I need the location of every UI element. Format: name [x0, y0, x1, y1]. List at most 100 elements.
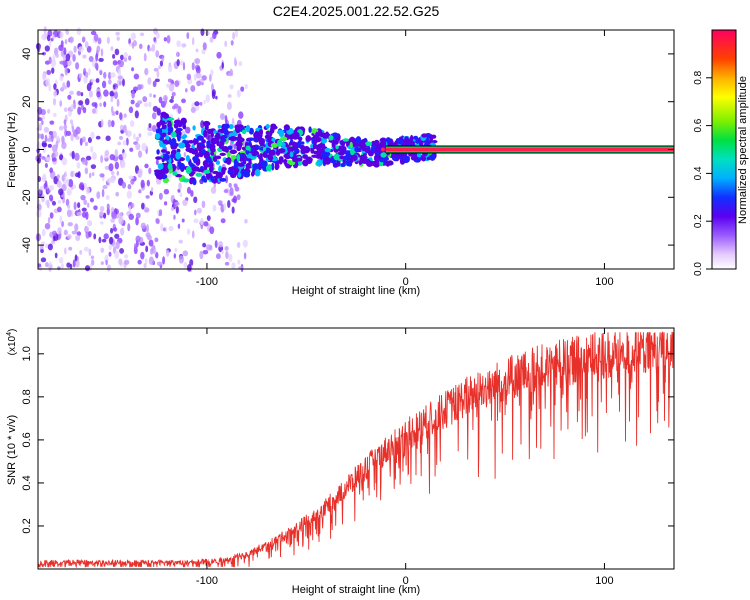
heatmap-cell	[196, 135, 204, 141]
heatmap-cell	[215, 253, 221, 260]
heatmap-cell	[100, 154, 104, 164]
heatmap-cell	[176, 51, 179, 57]
heatmap-cell	[168, 225, 174, 232]
heatmap-cell	[156, 121, 161, 129]
heatmap-cell	[90, 259, 95, 266]
heatmap-cell	[98, 210, 104, 217]
heatmap-cell	[219, 177, 227, 182]
heatmap-cell	[176, 148, 181, 153]
heatmap-cell	[358, 160, 363, 165]
heatmap-cell	[177, 223, 181, 229]
heatmap-cell	[122, 152, 127, 159]
heatmap-cell	[63, 123, 68, 131]
heatmap-y-axis-label: Frequency (Hz)	[6, 112, 18, 188]
heatmap-cell	[83, 199, 88, 206]
heatmap-cell	[227, 94, 232, 98]
heatmap-cell	[228, 253, 233, 262]
heatmap-cell	[84, 141, 88, 147]
heatmap-cell	[55, 140, 59, 149]
heatmap-cell	[365, 141, 372, 147]
heatmap-cell	[191, 37, 195, 46]
snr-x-tick-label: 100	[595, 575, 613, 587]
heatmap-cell	[56, 206, 62, 213]
heatmap-cell	[232, 195, 238, 204]
heatmap-cell	[232, 31, 236, 40]
snr-panel: -100 0 100 0.2 0.4 0.6 0.8 1.0 Height of straig…	[6, 327, 675, 596]
heatmap-cell	[224, 175, 229, 184]
heatmap-cell	[337, 151, 345, 156]
heatmap-cell	[195, 66, 201, 75]
heatmap-cell	[153, 248, 157, 255]
heatmap-cell	[110, 72, 116, 78]
heatmap-cell	[135, 235, 141, 243]
heatmap-cell	[127, 184, 132, 190]
heatmap-cell	[236, 89, 241, 98]
heatmap-cell	[57, 227, 62, 235]
heatmap-cell	[122, 140, 127, 146]
heatmap-cell	[66, 262, 71, 268]
heatmap-cell	[91, 152, 97, 160]
heatmap-cell	[108, 251, 112, 257]
heatmap-cell	[107, 264, 111, 272]
heatmap-cell	[158, 65, 161, 70]
heatmap-cell	[86, 83, 92, 92]
heatmap-cell	[108, 244, 112, 251]
heatmap-cell	[274, 164, 279, 171]
heatmap-cell	[52, 34, 55, 39]
heatmap-cell	[205, 94, 211, 103]
heatmap-cell	[107, 79, 112, 85]
heatmap-cell	[146, 234, 152, 241]
heatmap-cell	[85, 155, 92, 161]
heatmap-cell	[114, 233, 120, 239]
heatmap-cell	[214, 240, 218, 249]
heatmap-cell	[362, 152, 367, 156]
heatmap-cell	[85, 186, 90, 195]
snr-scale-prefix: (x10	[7, 335, 18, 355]
heatmap-cell	[85, 71, 89, 78]
heatmap-cell	[73, 129, 78, 138]
heatmap-cell	[143, 52, 147, 62]
heatmap-cell	[80, 194, 86, 201]
heatmap-cell	[199, 101, 203, 106]
heatmap-cell	[41, 120, 44, 125]
heatmap-cell	[42, 72, 47, 81]
heatmap-cell	[206, 215, 211, 221]
heatmap-cell	[91, 172, 95, 176]
heatmap-cell	[223, 123, 230, 129]
heatmap-cell	[95, 53, 98, 62]
heatmap-cell	[163, 188, 170, 195]
heatmap-cell	[56, 174, 60, 179]
heatmap-cell	[259, 137, 266, 146]
heatmap-cell	[99, 70, 103, 76]
heatmap-cell	[128, 213, 134, 221]
heatmap-cell	[51, 157, 57, 162]
heatmap-cell	[237, 171, 242, 178]
heatmap-cell	[323, 157, 332, 165]
heatmap-cell	[196, 207, 202, 214]
heatmap-cell	[36, 44, 41, 53]
heatmap-cell	[258, 128, 263, 137]
heatmap-cell	[171, 91, 176, 97]
heatmap-cell	[340, 162, 346, 167]
colorbar: 0.0 0.2 0.4 0.6 0.8 Normalized spectral ampl…	[693, 29, 749, 276]
heatmap-cell	[173, 214, 176, 220]
heatmap-cell	[210, 137, 218, 145]
heatmap-cell	[181, 218, 185, 223]
heatmap-cell	[192, 125, 196, 131]
heatmap-cell	[44, 180, 48, 188]
heatmap-cell	[237, 259, 241, 265]
heatmap-cell	[137, 100, 143, 105]
heatmap-cell	[65, 130, 72, 136]
heatmap-cell	[312, 143, 317, 150]
heatmap-cell	[251, 151, 258, 157]
heatmap-cell	[305, 136, 311, 142]
heatmap-cell	[242, 239, 248, 248]
heatmap-cell	[41, 175, 47, 183]
heatmap-cell	[224, 148, 229, 153]
heatmap-cell	[278, 158, 283, 165]
heatmap-cell	[109, 90, 115, 97]
heatmap-cell	[161, 124, 167, 129]
heatmap-cell	[101, 80, 107, 89]
heatmap-cell	[106, 203, 110, 210]
heatmap-cell	[219, 152, 226, 157]
